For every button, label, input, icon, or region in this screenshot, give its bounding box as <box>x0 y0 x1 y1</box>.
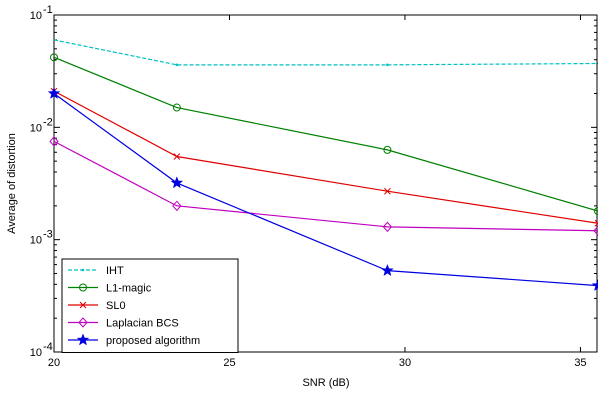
data-point <box>594 206 598 215</box>
x-tick-label: 20 <box>48 357 60 369</box>
legend-marker <box>81 268 85 272</box>
data-point <box>384 187 391 195</box>
data-point <box>170 176 184 189</box>
data-point <box>381 263 394 277</box>
data-point <box>172 103 181 112</box>
x-tick-label: 35 <box>574 357 586 369</box>
data-point <box>591 278 598 292</box>
legend-label: L1-magic <box>106 283 152 295</box>
data-point <box>47 86 61 99</box>
legend-label: IHT <box>106 265 124 277</box>
data-point <box>594 219 598 227</box>
legend: IHT L1-magic SL0 Laplacian BCS proposed algo… <box>61 258 239 353</box>
x-tick-label: 30 <box>399 357 411 369</box>
data-point <box>386 63 389 67</box>
legend-marker <box>79 283 87 292</box>
y-tick-exponent: -3 <box>43 229 53 241</box>
data-point <box>50 53 58 62</box>
legend-marker <box>78 317 88 328</box>
y-axis-title: Average of distortion <box>6 133 18 234</box>
data-point <box>172 200 182 212</box>
y-tick-label: 10 <box>30 347 42 359</box>
plot-area <box>47 39 598 292</box>
series-line <box>53 90 598 224</box>
legend-marker <box>79 301 87 309</box>
y-tick-label: 10 <box>30 235 42 247</box>
series-line <box>53 39 598 66</box>
series-l1-magic <box>50 53 598 215</box>
legend-label: proposed algorithm <box>106 335 200 347</box>
legend-marker <box>76 333 90 346</box>
legend-box <box>61 258 239 353</box>
data-point <box>593 225 598 237</box>
y-tick-exponent: -4 <box>43 341 53 353</box>
data-point <box>173 153 181 160</box>
y-tick-label: 10 <box>30 10 42 22</box>
data-point <box>383 145 392 154</box>
data-point <box>49 136 59 147</box>
x-axis-title: SNR (dB) <box>302 377 349 389</box>
series-line <box>53 140 598 232</box>
series-iht <box>53 39 598 67</box>
legend-label: SL0 <box>106 300 126 312</box>
legend-label: Laplacian BCS <box>106 318 179 330</box>
series-laplacian-bcs <box>49 136 598 237</box>
series-proposed-algorithm <box>47 86 598 292</box>
y-tick-exponent: -2 <box>43 116 53 128</box>
series-line <box>53 56 598 212</box>
data-point <box>382 221 393 233</box>
x-tick-label: 25 <box>223 357 235 369</box>
y-tick-exponent: -1 <box>43 4 53 16</box>
series-line <box>53 93 598 287</box>
y-tick-label: 10 <box>30 122 42 134</box>
data-point <box>175 63 179 67</box>
